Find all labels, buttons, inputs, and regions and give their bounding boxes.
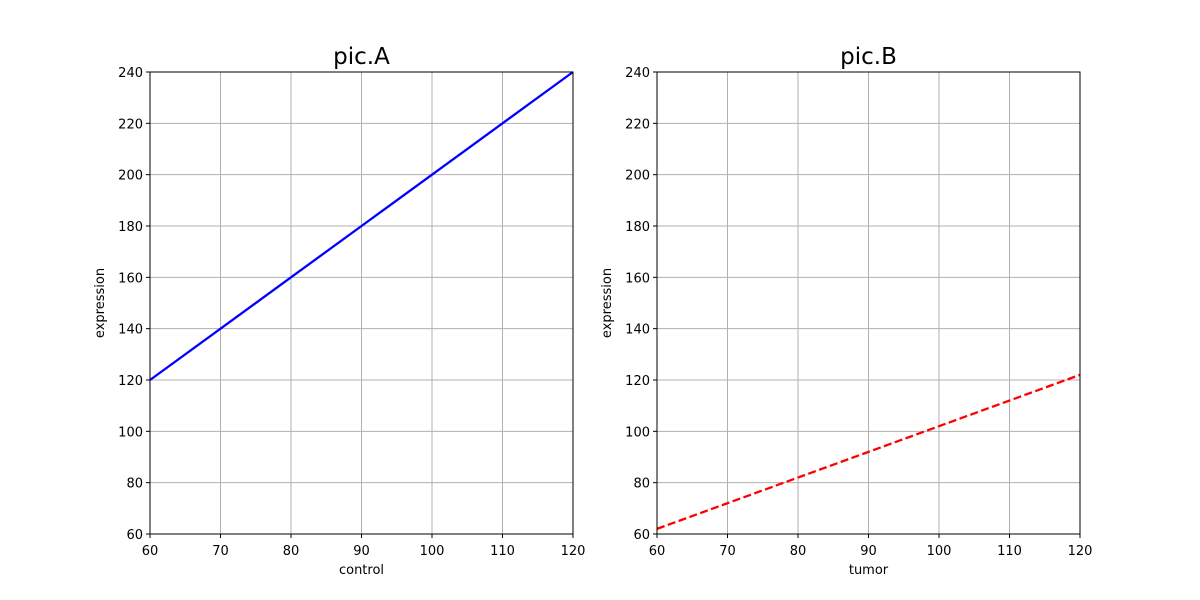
y-tick-label: 220 <box>625 117 650 132</box>
x-tick-label: 110 <box>490 544 515 559</box>
y-tick-label: 60 <box>126 528 143 543</box>
series-line <box>656 373 1081 530</box>
series-line <box>149 71 574 381</box>
y-tick-label: 80 <box>633 477 650 492</box>
x-tick-label: 80 <box>790 544 807 559</box>
y-tick-label: 120 <box>118 374 143 389</box>
x-tick-label: 60 <box>649 544 666 559</box>
y-tick-label: 160 <box>625 271 650 286</box>
chart-title: pic.A <box>333 44 390 70</box>
panel-pic-a: 60 70 80 90 100 110 120 60 80 100 120 140 160 180 200 2… <box>93 44 585 578</box>
y-tick-label: 140 <box>118 323 143 338</box>
y-tick-label: 160 <box>118 271 143 286</box>
x-tick-label: 100 <box>927 544 952 559</box>
y-tick-label: 180 <box>118 220 143 235</box>
y-tick-label: 180 <box>625 220 650 235</box>
y-tick-label: 120 <box>625 374 650 389</box>
x-tick-label: 90 <box>353 544 370 559</box>
y-axis-label: expression <box>600 268 615 338</box>
x-tick-label: 70 <box>212 544 229 559</box>
x-tick-label: 80 <box>283 544 300 559</box>
x-axis-label: tumor <box>849 563 889 578</box>
x-tick-label: 120 <box>1068 544 1093 559</box>
y-tick-label: 240 <box>625 66 650 81</box>
y-tick-label: 200 <box>118 169 143 184</box>
x-tick-label: 70 <box>719 544 736 559</box>
y-tick-label: 60 <box>633 528 650 543</box>
x-tick-label: 60 <box>142 544 159 559</box>
y-tick-label: 140 <box>625 323 650 338</box>
y-tick-label: 220 <box>118 117 143 132</box>
x-tick-label: 110 <box>997 544 1022 559</box>
chart-title: pic.B <box>840 44 897 70</box>
y-tick-label: 200 <box>625 169 650 184</box>
y-tick-label: 100 <box>118 425 143 440</box>
y-tick-label: 80 <box>126 477 143 492</box>
x-tick-label: 120 <box>561 544 586 559</box>
y-tick-label: 240 <box>118 66 143 81</box>
y-axis-label: expression <box>93 268 108 338</box>
x-axis-label: control <box>339 563 384 578</box>
y-tick-label: 100 <box>625 425 650 440</box>
x-tick-label: 90 <box>860 544 877 559</box>
x-tick-label: 100 <box>420 544 445 559</box>
panel-pic-b: 60 70 80 90 100 110 120 60 80 100 120 140 160 180 200 2… <box>600 44 1092 578</box>
